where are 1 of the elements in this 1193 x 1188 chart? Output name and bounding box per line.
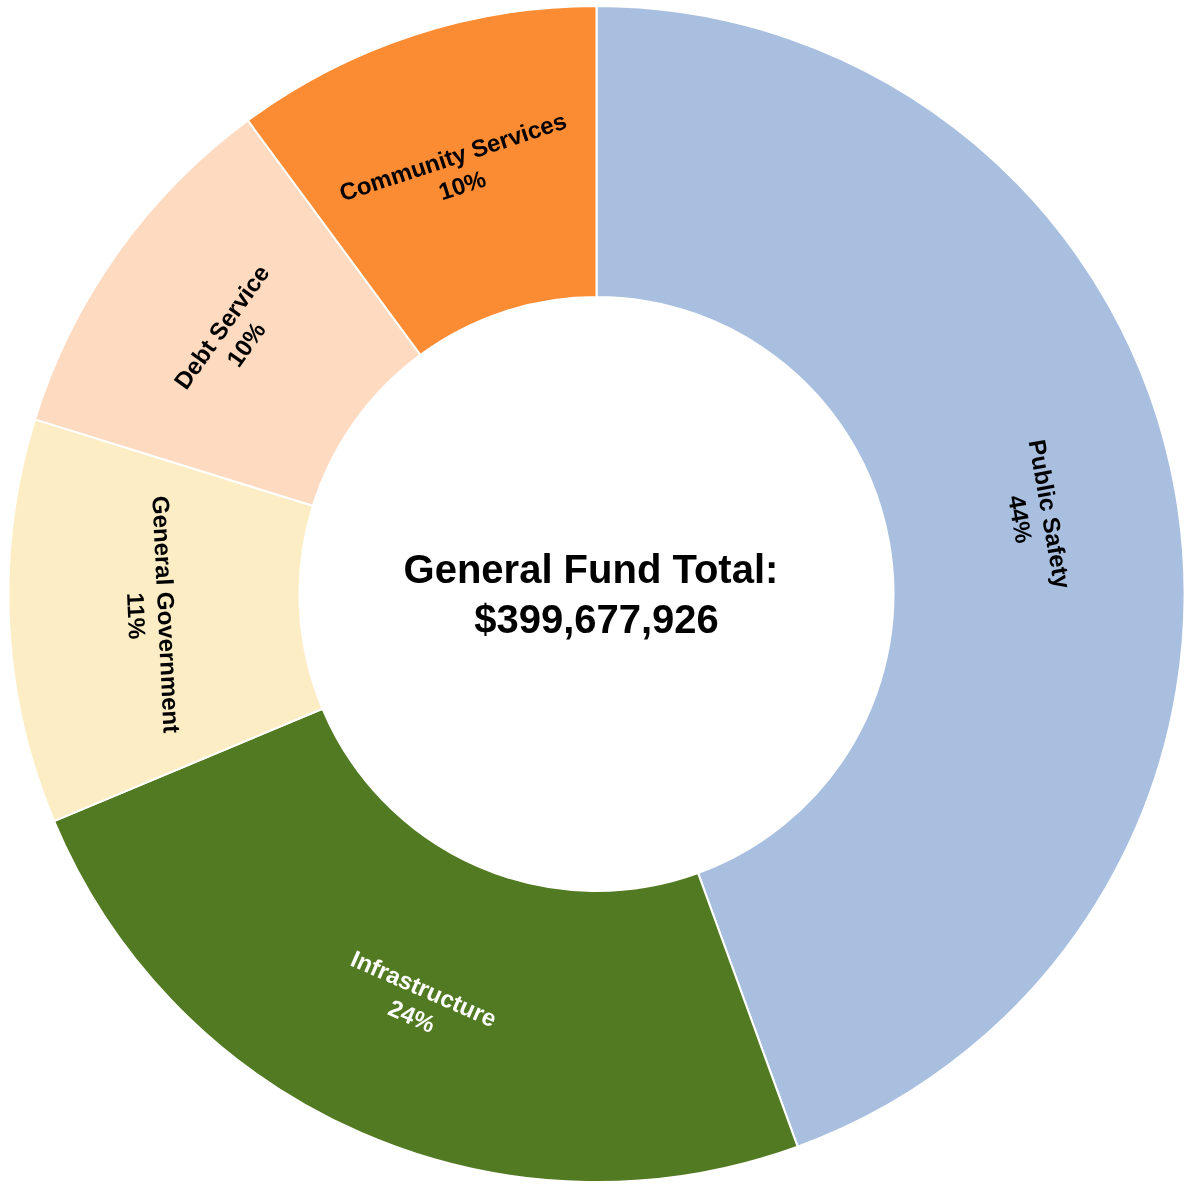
text: General Fund Total: $399,677,926 (403, 547, 790, 641)
